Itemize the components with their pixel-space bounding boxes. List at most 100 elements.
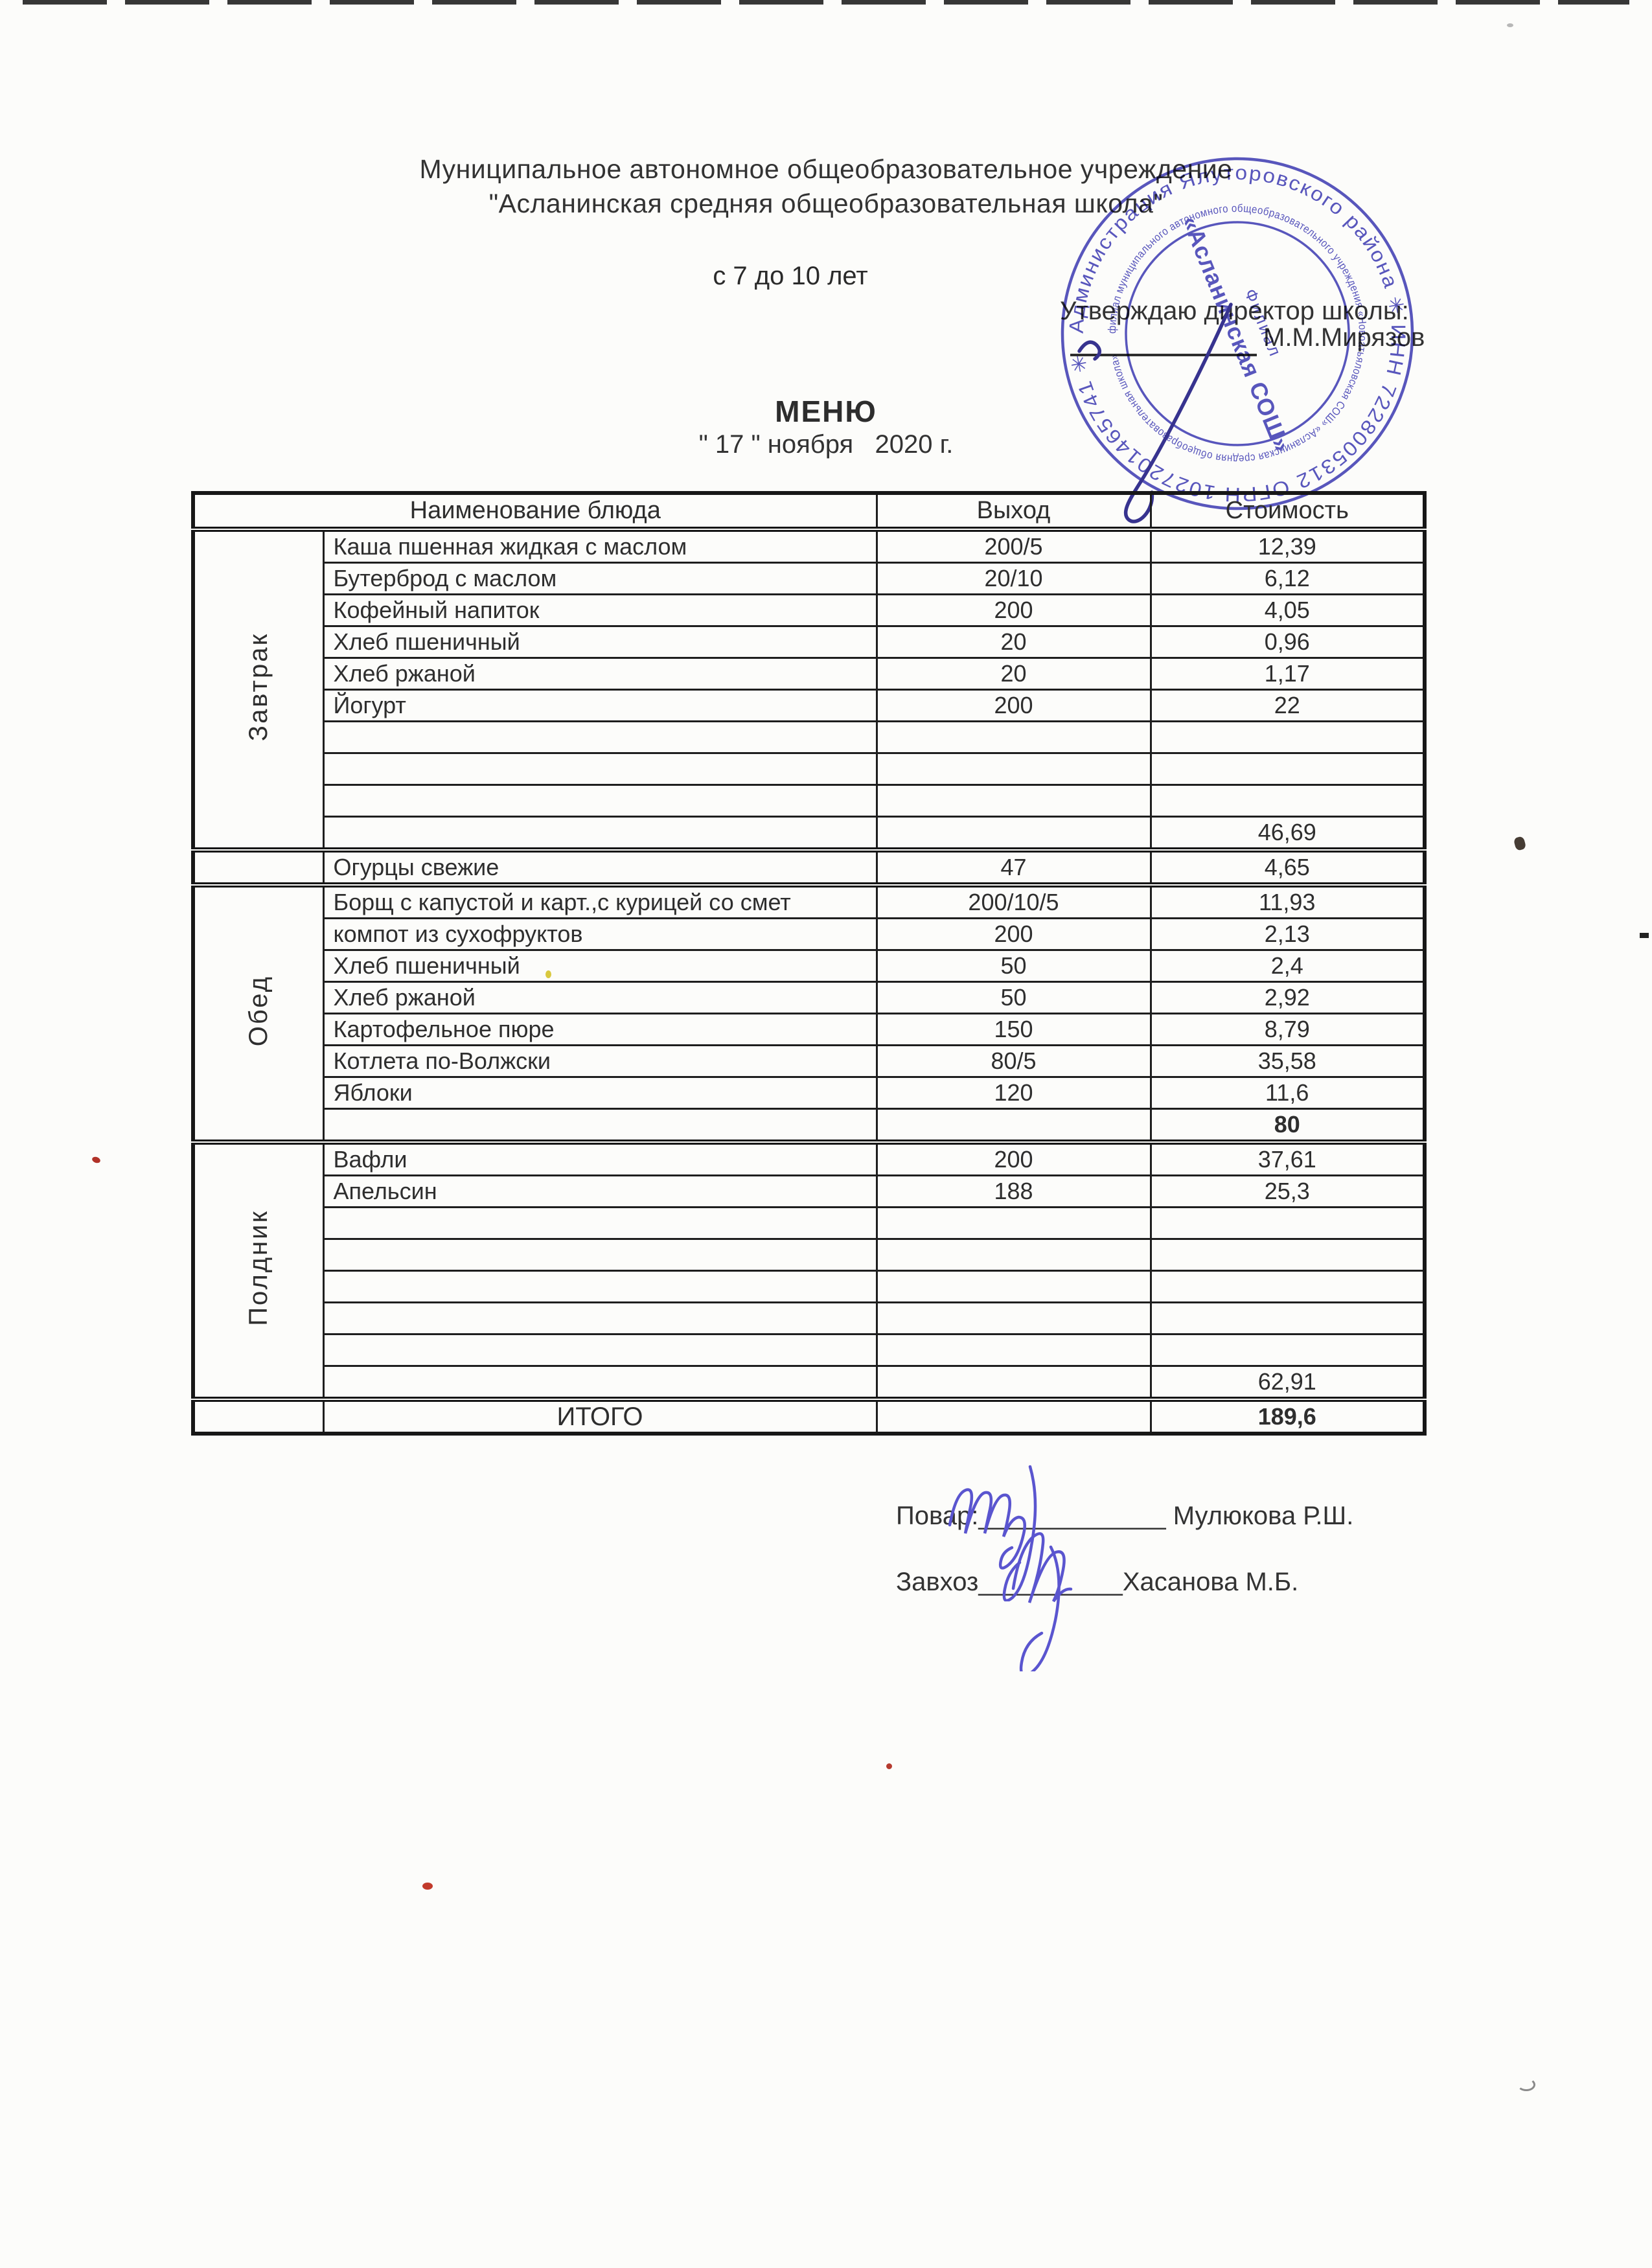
output-cell	[875, 784, 1152, 818]
dish-cell	[322, 1333, 878, 1367]
output-cell: 20	[875, 657, 1152, 691]
table-row: Котлета по-Волжски 80/5 35,58	[193, 1044, 1426, 1078]
scan-artifact	[1640, 933, 1649, 938]
section-label-cell: Завтрак	[192, 527, 325, 851]
table-row: Огурцы свежие 47 4,65	[192, 847, 1426, 886]
output-cell	[875, 1333, 1152, 1367]
section-label: Полдник	[244, 1209, 273, 1326]
column-header-output: Выход	[875, 492, 1152, 532]
subtotal-row: 46,69	[193, 816, 1426, 851]
cost-cell	[1149, 752, 1426, 786]
scan-artifact	[91, 1156, 102, 1164]
output-cell: 20/10	[875, 562, 1152, 595]
dish-cell: Хлеб ржаной	[322, 981, 878, 1014]
dish-cell: Йогурт	[322, 689, 878, 722]
cost-cell	[1149, 1301, 1426, 1335]
output-cell	[875, 752, 1152, 786]
cost-cell: 2,13	[1149, 917, 1426, 951]
table-row: Хлеб пшеничный 50 2,4	[193, 949, 1426, 983]
cost-cell: 2,92	[1149, 981, 1426, 1014]
dish-cell	[322, 1301, 878, 1335]
dish-cell	[322, 752, 878, 786]
dish-cell	[322, 1238, 878, 1272]
subtotal-cell: 80	[1149, 1108, 1426, 1143]
scan-artifact	[1507, 23, 1513, 27]
cost-cell: 1,17	[1149, 657, 1426, 691]
output-cell: 80/5	[875, 1044, 1152, 1078]
output-cell	[875, 1301, 1152, 1335]
scan-artifact	[886, 1763, 892, 1769]
cost-cell	[1149, 784, 1426, 818]
menu-table: Наименование блюда Выход Стоимость Завтрак К…	[191, 491, 1427, 1436]
column-header-cost: Стоимость	[1149, 492, 1426, 532]
scan-artifact	[1517, 2078, 1535, 2091]
cost-cell: 11,6	[1149, 1076, 1426, 1110]
output-cell: 200	[875, 917, 1152, 951]
table-row	[193, 1270, 1426, 1303]
dish-cell: Бутерброд с маслом	[322, 562, 878, 595]
output-cell: 150	[875, 1013, 1152, 1046]
table-row	[193, 1206, 1426, 1240]
dish-cell: Кофейный напиток	[322, 593, 878, 627]
table-row: Хлеб пшеничный 20 0,96	[193, 625, 1426, 659]
total-label-cell: ИТОГО	[322, 1397, 878, 1435]
cost-cell: 22	[1149, 689, 1426, 722]
section-label: Завтрак	[244, 632, 273, 742]
output-cell	[875, 1238, 1152, 1272]
cook-label: Повар:	[896, 1502, 979, 1530]
subtotal-row: 62,91	[193, 1365, 1426, 1401]
org-name-line2: "Асланинская средняя общеобразовательная…	[488, 189, 1164, 218]
table-row: Яблоки 120 11,6	[193, 1076, 1426, 1110]
cost-cell: 35,58	[1149, 1044, 1426, 1078]
dish-cell	[322, 1108, 878, 1143]
cook-signature-line: _____________	[978, 1502, 1166, 1530]
output-cell	[875, 720, 1152, 754]
scan-artifact	[422, 1883, 433, 1890]
age-range-line: с 7 до 10 лет	[713, 262, 868, 290]
section-label-cell	[192, 1397, 325, 1435]
section-label-cell	[192, 847, 325, 886]
dish-cell	[322, 816, 878, 851]
total-row: ИТОГО 189,6	[192, 1397, 1426, 1435]
dish-cell	[322, 1270, 878, 1303]
subtotal-cell: 46,69	[1149, 816, 1426, 851]
cost-cell: 25,3	[1149, 1174, 1426, 1208]
dish-cell: Вафли	[322, 1140, 878, 1176]
scan-edge-artifact	[23, 0, 1629, 5]
director-signature-line	[1070, 354, 1257, 356]
dish-cell	[322, 1365, 878, 1401]
dish-cell: Яблоки	[322, 1076, 878, 1110]
cost-cell	[1149, 1206, 1426, 1240]
org-name-line1: Муниципальное автономное общеобразовател…	[419, 154, 1233, 184]
table-row: Обед Борщ с капустой и карт.,с курицей со…	[192, 882, 1426, 1143]
output-cell: 188	[875, 1174, 1152, 1208]
cost-cell	[1149, 720, 1426, 754]
section-label-cell: Обед	[192, 882, 325, 1143]
cost-cell: 11,93	[1149, 882, 1426, 919]
output-cell: 200/10/5	[875, 882, 1152, 919]
output-cell: 200/5	[875, 527, 1152, 564]
output-cell: 50	[875, 949, 1152, 983]
subtotal-cell: 62,91	[1149, 1365, 1426, 1401]
dish-cell	[322, 720, 878, 754]
approval-label: Утверждаю директор школы:	[1060, 297, 1409, 325]
column-header-dish: Наименование блюда	[192, 492, 878, 532]
cost-cell: 2,4	[1149, 949, 1426, 983]
table-row: Бутерброд с маслом 20/10 6,12	[193, 562, 1426, 595]
cook-name: Мулюкова Р.Ш.	[1165, 1502, 1354, 1530]
dish-cell: Хлеб пшеничный	[322, 625, 878, 659]
cost-cell: 12,39	[1149, 527, 1426, 564]
output-cell	[875, 816, 1152, 851]
table-row	[193, 1301, 1426, 1335]
cost-cell	[1149, 1270, 1426, 1303]
table-row: компот из сухофруктов 200 2,13	[193, 917, 1426, 951]
output-cell: 47	[875, 847, 1152, 886]
cook-signature-row: Повар:_____________ Мулюкова Р.Ш.	[896, 1502, 1353, 1531]
cost-cell: 4,65	[1149, 847, 1426, 886]
table-row: Хлеб ржаной 20 1,17	[193, 657, 1426, 691]
table-row: Завтрак Каша пшенная жидкая с маслом 200/5…	[192, 527, 1426, 851]
steward-signature-line: __________	[978, 1568, 1123, 1596]
output-cell: 120	[875, 1076, 1152, 1110]
cost-cell: 0,96	[1149, 625, 1426, 659]
cost-cell	[1149, 1333, 1426, 1367]
